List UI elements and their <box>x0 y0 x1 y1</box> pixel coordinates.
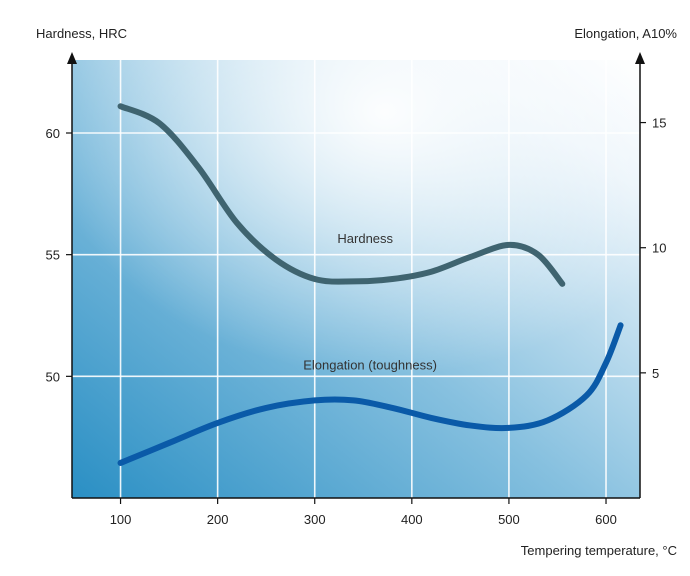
series-line-elongation-toughness <box>117 322 624 466</box>
series-label-hardness: Hardness <box>337 231 393 246</box>
series: Hardness Elongation (toughness) <box>117 103 624 466</box>
x-axis-title: Tempering temperature, °C <box>521 543 677 558</box>
series-label-elongation-toughness: Elongation (toughness) <box>303 357 437 372</box>
y-left-tick-label-50: 50 <box>46 369 60 384</box>
x-tick-label-500: 500 <box>498 512 520 527</box>
y-left-tick-label-55: 55 <box>46 248 60 263</box>
series-line-hardness <box>117 103 566 287</box>
y-right-tick-label-5: 5 <box>652 366 659 381</box>
axes <box>71 62 641 499</box>
x-tick-label-300: 300 <box>304 512 326 527</box>
x-tick-label-200: 200 <box>207 512 229 527</box>
y-right-tick-label-10: 10 <box>652 241 666 256</box>
right-axis-title: Elongation, A10% <box>574 26 677 41</box>
ticks: 100 200 300 400 500 600 50 55 60 5 10 15 <box>46 116 667 527</box>
x-tick-label-600: 600 <box>595 512 617 527</box>
right-axis-arrow <box>635 52 645 64</box>
x-tick-label-400: 400 <box>401 512 423 527</box>
gridlines <box>72 60 640 498</box>
y-right-tick-label-15: 15 <box>652 116 666 131</box>
left-axis-title: Hardness, HRC <box>36 26 127 41</box>
x-tick-label-100: 100 <box>110 512 132 527</box>
y-left-tick-label-60: 60 <box>46 126 60 141</box>
left-axis-arrow <box>67 52 77 64</box>
